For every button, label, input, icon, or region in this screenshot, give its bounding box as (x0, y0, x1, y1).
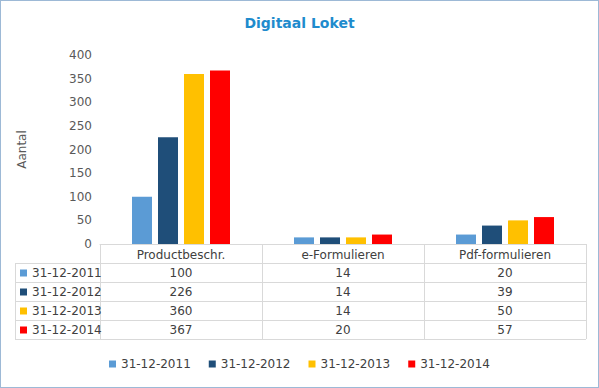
svg-text:14: 14 (335, 266, 350, 280)
svg-text:367: 367 (170, 323, 193, 337)
svg-text:31-12-2013: 31-12-2013 (32, 304, 102, 318)
svg-text:14: 14 (335, 285, 350, 299)
svg-text:31-12-2012: 31-12-2012 (221, 357, 291, 371)
svg-text:0: 0 (84, 237, 92, 251)
svg-text:200: 200 (69, 143, 92, 157)
svg-text:400: 400 (69, 48, 92, 62)
svg-text:31-12-2013: 31-12-2013 (321, 357, 391, 371)
svg-text:250: 250 (69, 119, 92, 133)
svg-text:Productbeschr.: Productbeschr. (137, 248, 226, 262)
svg-text:31-12-2014: 31-12-2014 (32, 323, 102, 337)
svg-text:39: 39 (497, 285, 512, 299)
svg-text:e-Formulieren: e-Formulieren (301, 248, 384, 262)
svg-text:350: 350 (69, 72, 92, 86)
svg-text:20: 20 (497, 266, 512, 280)
svg-text:31-12-2011: 31-12-2011 (32, 266, 102, 280)
svg-text:20: 20 (335, 323, 350, 337)
svg-text:150: 150 (69, 166, 92, 180)
svg-text:31-12-2011: 31-12-2011 (121, 357, 191, 371)
svg-text:100: 100 (170, 266, 193, 280)
svg-text:360: 360 (170, 304, 193, 318)
svg-text:50: 50 (77, 213, 92, 227)
svg-text:Aantal: Aantal (15, 130, 29, 169)
svg-text:100: 100 (69, 190, 92, 204)
svg-text:50: 50 (497, 304, 512, 318)
svg-text:Digitaal Loket: Digitaal Loket (244, 15, 354, 31)
svg-text:Pdf-formulieren: Pdf-formulieren (459, 248, 551, 262)
svg-text:300: 300 (69, 95, 92, 109)
svg-text:31-12-2012: 31-12-2012 (32, 285, 102, 299)
svg-text:31-12-2014: 31-12-2014 (420, 357, 490, 371)
svg-text:14: 14 (335, 304, 350, 318)
svg-text:226: 226 (170, 285, 193, 299)
svg-text:57: 57 (497, 323, 512, 337)
